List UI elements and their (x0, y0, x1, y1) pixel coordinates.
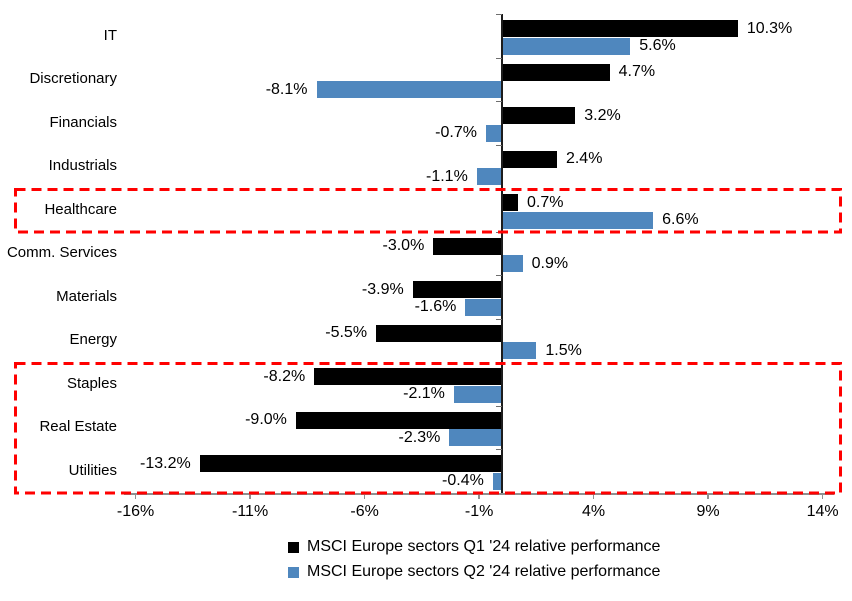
bar-q2-discretionary (316, 81, 502, 98)
category-label-staples: Staples (66, 374, 117, 392)
y-axis-tick (496, 405, 502, 407)
y-axis-tick (496, 14, 502, 15)
x-axis-tick (592, 493, 595, 499)
value-label: -8.2% (263, 367, 306, 385)
category-label-real-estate: Real Estate (39, 418, 117, 436)
x-tick-label: 14% (806, 503, 839, 520)
bar-q1-utilities (199, 455, 502, 472)
legend-marker-q1-icon (288, 541, 299, 553)
category-label-healthcare: Healthcare (44, 200, 117, 218)
bar-q1-it (502, 20, 738, 37)
value-label: -0.7% (435, 124, 477, 141)
value-label: -5.5% (325, 324, 368, 341)
category-label-utilities: Utilities (68, 461, 117, 479)
x-tick-label: 9% (696, 503, 720, 520)
bar-q2-industrials (476, 168, 502, 185)
bar-q1-real-estate (295, 411, 502, 429)
bar-q2-materials (465, 298, 502, 316)
x-tick-label: -16% (116, 503, 155, 520)
x-axis-tick (478, 493, 480, 499)
x-axis-tick (821, 493, 824, 499)
bar-q2-financials (485, 124, 502, 142)
bar-q1-financials (502, 107, 576, 124)
bar-q2-energy (502, 342, 537, 359)
category-label-discretionary: Discretionary (29, 70, 117, 88)
y-axis-tick (496, 188, 502, 189)
value-label: 0.7% (527, 193, 564, 211)
bar-q2-comm-services (502, 255, 523, 272)
y-axis-tick (496, 231, 502, 233)
y-axis-tick (496, 362, 502, 363)
y-axis-tick (496, 101, 502, 102)
bar-q1-discretionary (502, 63, 610, 81)
bar-q1-industrials (502, 150, 557, 168)
value-label: -9.0% (245, 411, 287, 428)
category-label-materials: Materials (56, 287, 117, 305)
value-label: -3.9% (361, 280, 404, 298)
legend-marker-q2-icon (288, 566, 299, 578)
legend-item-q2: MSCI Europe sectors Q2 '24 relative perf… (288, 562, 660, 582)
value-label: 1.5% (545, 341, 582, 359)
x-axis-tick (249, 493, 251, 499)
x-tick-label: -11% (232, 503, 269, 520)
value-label: 2.4% (565, 150, 603, 167)
value-label: -13.2% (140, 454, 191, 472)
legend-label-q2: MSCI Europe sectors Q2 '24 relative perf… (307, 563, 661, 580)
value-label: 5.6% (639, 37, 676, 54)
value-label: -3.0% (382, 237, 425, 254)
category-label-industrials: Industrials (48, 157, 117, 175)
value-label: -1.1% (426, 167, 468, 185)
legend-label-q1: MSCI Europe sectors Q1 '24 relative perf… (307, 538, 661, 555)
bar-q2-real-estate (449, 429, 502, 446)
y-axis-tick (496, 144, 502, 146)
x-tick-label: -6% (350, 503, 379, 520)
x-axis-tick (363, 493, 366, 499)
value-label: 0.9% (531, 254, 569, 272)
x-axis-tick (134, 493, 137, 499)
bar-q1-materials (412, 281, 502, 298)
bar-q1-healthcare (502, 194, 519, 211)
value-label: -1.6% (414, 298, 457, 315)
value-label: 4.7% (618, 63, 656, 80)
value-label: 6.6% (662, 211, 699, 228)
y-axis-line (501, 14, 503, 493)
value-label: -0.4% (442, 472, 484, 489)
y-axis-tick (496, 275, 502, 276)
value-label: -2.3% (398, 428, 441, 446)
y-axis-tick (496, 57, 502, 59)
value-label: -8.1% (265, 80, 308, 98)
bar-q2-healthcare (502, 211, 654, 229)
value-label: 3.2% (584, 106, 621, 124)
x-tick-label: -1% (464, 503, 494, 520)
bar-q1-staples (314, 368, 502, 385)
value-label: -2.1% (403, 385, 445, 402)
bar-q2-it (502, 37, 631, 55)
bar-q1-comm-services (433, 237, 502, 255)
bar-q2-staples (453, 385, 502, 403)
category-label-it: IT (103, 26, 117, 44)
legend-item-q1: MSCI Europe sectors Q1 '24 relative perf… (288, 537, 660, 557)
legend: MSCI Europe sectors Q1 '24 relative perf… (288, 537, 660, 587)
x-tick-label: 4% (582, 503, 606, 520)
value-label: 10.3% (746, 19, 793, 37)
bar-q1-energy (376, 324, 502, 342)
y-axis-tick (496, 318, 502, 320)
x-axis-tick (707, 493, 709, 499)
y-axis-tick (496, 449, 502, 450)
category-label-energy: Energy (69, 331, 117, 349)
category-label-comm-services: Comm. Services (6, 244, 117, 262)
category-label-financials: Financials (49, 113, 117, 131)
